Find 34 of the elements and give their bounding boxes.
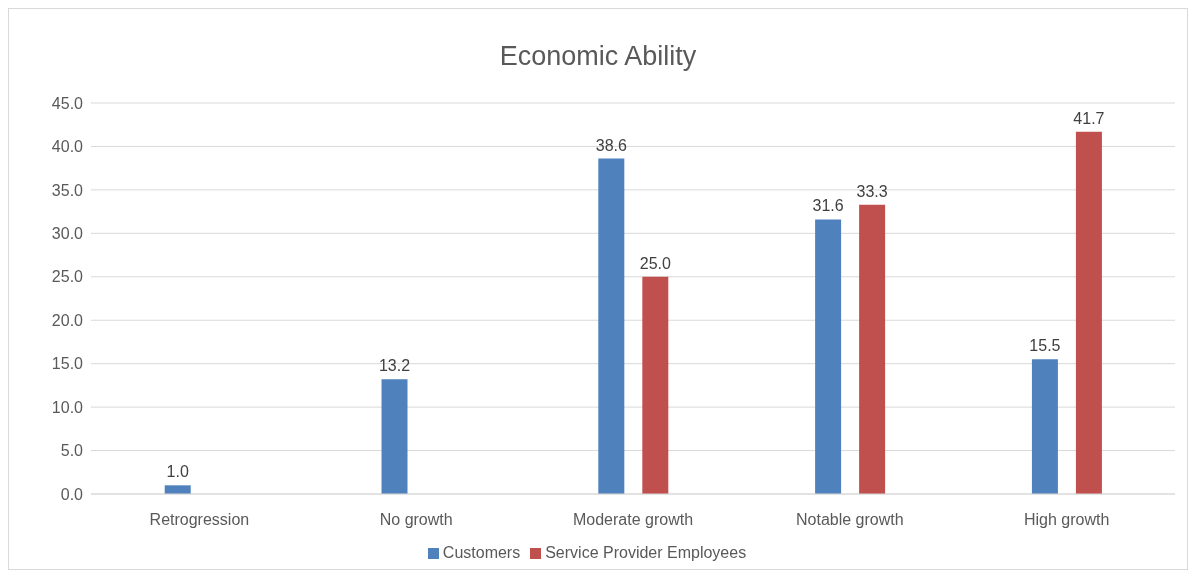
data-label: 13.2: [378, 357, 411, 375]
y-tick-label: 15.0: [51, 355, 84, 373]
bar: [381, 379, 408, 494]
chart-title: Economic Ability: [498, 41, 698, 73]
y-tick-label: 10.0: [51, 398, 84, 416]
data-label: 41.7: [1073, 109, 1105, 127]
data-label: 25.0: [639, 254, 671, 272]
x-tick-label: Moderate growth: [572, 511, 694, 529]
x-tick-label: Notable growth: [795, 511, 904, 529]
bar: [815, 219, 842, 494]
bar: [164, 485, 191, 494]
data-label: 38.6: [595, 136, 627, 154]
y-tick-label: 0.0: [60, 485, 84, 503]
bar: [642, 276, 669, 494]
bar: [1031, 359, 1058, 494]
legend-label: Customers: [442, 544, 521, 561]
x-tick-label: Retrogression: [149, 511, 250, 529]
data-label: 15.5: [1029, 337, 1061, 355]
y-tick-label: 45.0: [51, 94, 84, 112]
x-tick-label: No growth: [379, 511, 453, 529]
y-tick-label: 5.0: [60, 442, 84, 460]
y-tick-label: 20.0: [51, 311, 84, 329]
y-tick-label: 40.0: [51, 138, 84, 156]
bar: [1075, 131, 1102, 494]
y-tick-label: 35.0: [51, 181, 84, 199]
legend-label: Service Provider Employees: [545, 544, 747, 561]
bar: [598, 158, 625, 494]
bar: [859, 204, 886, 494]
data-label: 31.6: [812, 197, 844, 215]
data-label: 1.0: [166, 463, 189, 481]
x-tick-label: High growth: [1023, 511, 1110, 529]
data-label: 33.3: [856, 182, 888, 200]
y-tick-label: 25.0: [51, 268, 84, 286]
y-tick-label: 30.0: [51, 225, 84, 243]
